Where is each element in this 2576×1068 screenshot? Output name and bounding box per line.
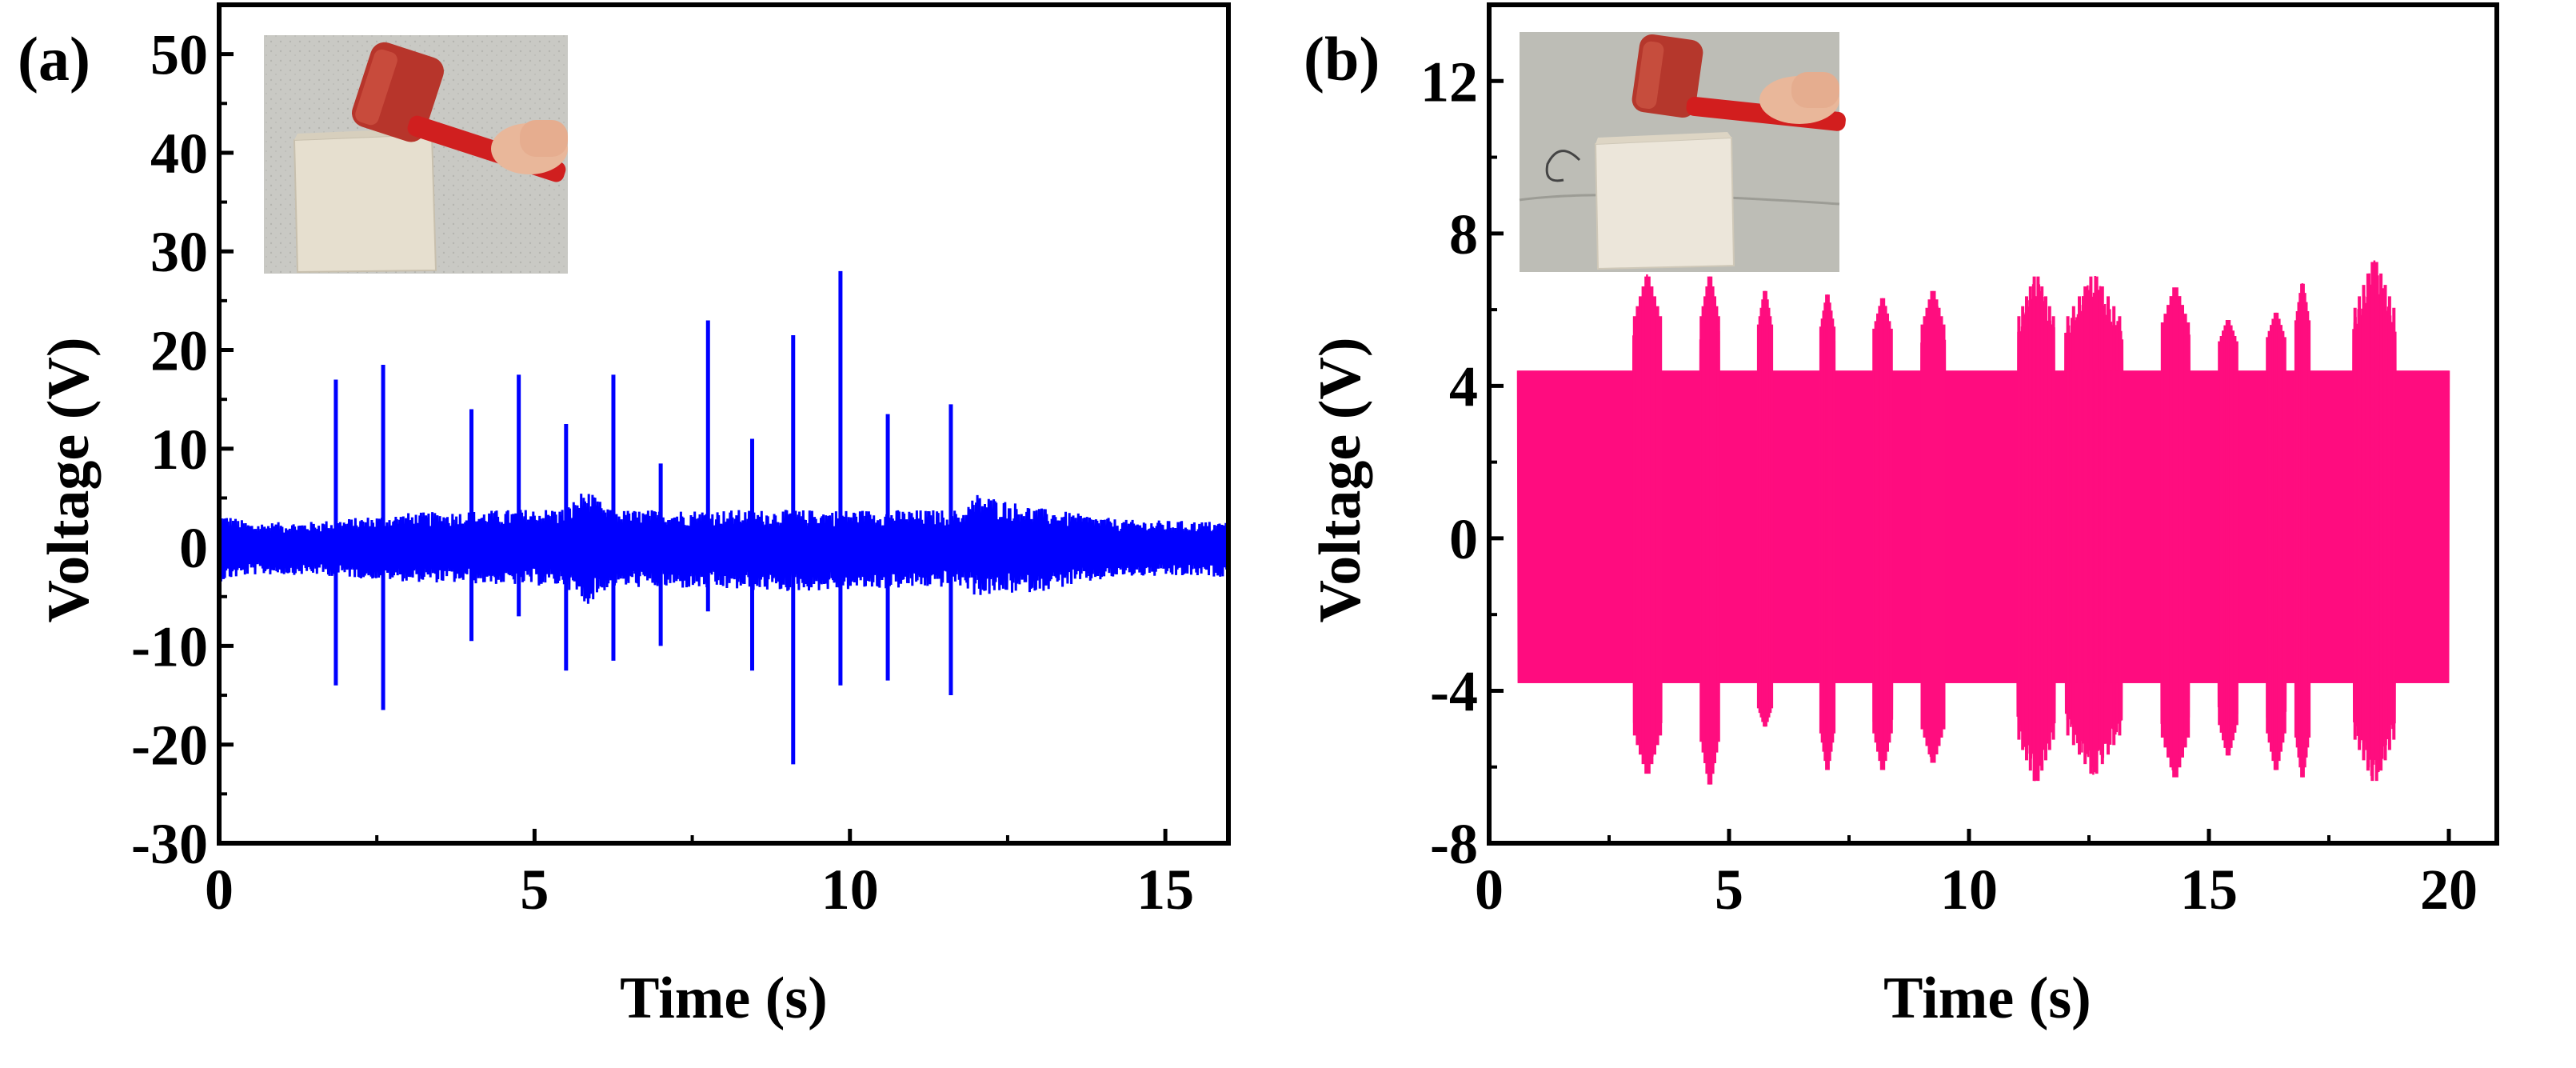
panel-a: (a) Voltage (V) Time (s) 0 5 10 15 -30 -20 -10… <box>18 2 1231 1031</box>
panel-a-y-tick-label: 20 <box>150 319 208 383</box>
panel-b: (b) Voltage (V) Time (s) 0 5 10 15 20 -8 -4 0 4 8… <box>1304 2 2499 1031</box>
panel-b-y-tick-label: 12 <box>1420 50 1478 114</box>
hand-icon <box>491 120 568 174</box>
panel-b-y-axis-title: Voltage (V) <box>1308 338 1373 623</box>
hand-icon <box>1759 72 1839 124</box>
panel-b-x-tick-label: 10 <box>1940 858 1998 922</box>
panel-a-label: (a) <box>18 24 90 94</box>
panel-b-x-tick-label: 20 <box>2420 858 2478 922</box>
panel-a-frame <box>217 2 1231 846</box>
panel-a-x-tick-label: 10 <box>821 858 879 922</box>
panel-b-frame <box>1487 2 2499 846</box>
panel-b-y-tick-label: -4 <box>1430 659 1478 723</box>
panel-b-y-tick-label: 8 <box>1449 202 1478 266</box>
hammer-icon <box>351 42 566 182</box>
panel-a-y-tick-label: -30 <box>131 812 208 876</box>
panel-a-y-tick-label: -10 <box>131 614 208 678</box>
panel-a-y-axis-title: Voltage (V) <box>36 338 102 623</box>
panel-a-x-tick-label: 5 <box>520 858 549 922</box>
panel-a-tick-group: 0 5 10 15 -30 -20 -10 0 10 20 30 40 50 <box>131 23 1194 922</box>
panel-a-x-tick-label: 15 <box>1136 858 1194 922</box>
panel-a-y-tick-label: 0 <box>179 516 208 580</box>
panel-b-y-tick-label: 0 <box>1449 507 1478 571</box>
panel-b-x-axis-title: Time (s) <box>1883 966 2091 1031</box>
panel-b-y-tick-label: -8 <box>1430 812 1478 876</box>
panel-b-x-tick-label: 15 <box>2180 858 2238 922</box>
panel-b-x-tick-label: 5 <box>1715 858 1743 922</box>
panel-a-x-axis-title: Time (s) <box>620 966 828 1031</box>
panel-a-inset-photo <box>264 35 568 274</box>
panel-a-y-tick-label: 30 <box>150 220 208 284</box>
panel-b-x-tick-label: 0 <box>1475 858 1504 922</box>
panel-a-y-tick-label: 50 <box>150 23 208 87</box>
panel-a-signal-series <box>218 494 1230 604</box>
panel-b-plot-area <box>1516 260 2450 785</box>
panel-b-y-tick-label: 4 <box>1449 354 1478 418</box>
panel-b-signal-series <box>1516 260 2450 782</box>
panel-a-y-tick-label: -20 <box>131 714 208 778</box>
panel-a-plot-area <box>218 270 1230 765</box>
panel-b-signal-band <box>1518 370 2449 683</box>
panel-b-label: (b) <box>1304 24 1380 94</box>
panel-b-tick-group: 0 5 10 15 20 -8 -4 0 4 8 12 <box>1420 50 2478 922</box>
panel-b-inset-photo <box>1519 32 1846 272</box>
panel-a-y-tick-label: 10 <box>150 418 208 482</box>
concrete-block <box>1594 136 1735 270</box>
panel-a-y-tick-label: 40 <box>150 122 208 186</box>
concrete-block <box>293 133 437 274</box>
panel-a-x-tick-label: 0 <box>205 858 234 922</box>
